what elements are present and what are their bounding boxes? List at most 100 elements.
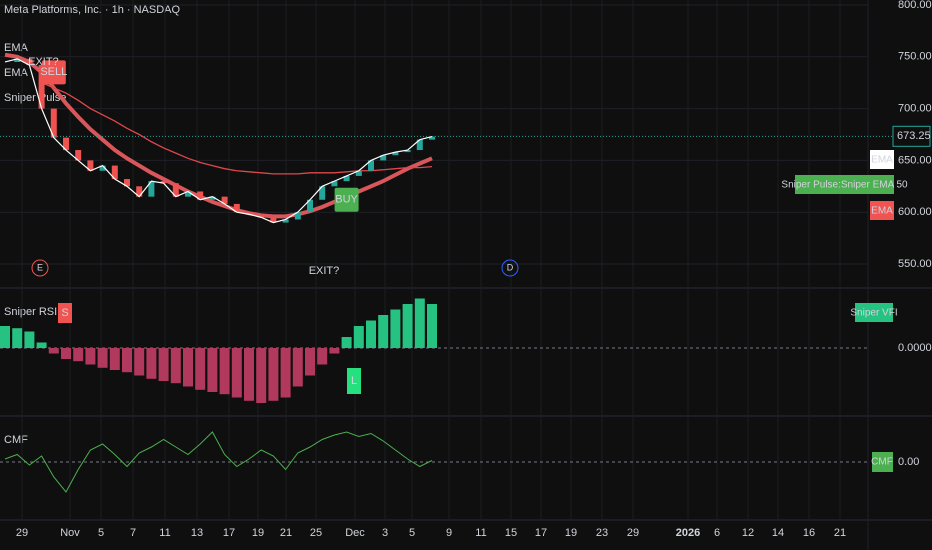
candle	[99, 165, 106, 171]
exit-label: EXIT?	[28, 56, 59, 68]
signal-badge	[334, 187, 359, 212]
candle	[172, 183, 179, 197]
indicator-label: Sniper Pulse	[4, 92, 66, 104]
histogram-bar	[48, 348, 59, 354]
x-tick-label: 21	[280, 527, 292, 539]
legend-tag	[872, 452, 893, 472]
x-tick-label: 2026	[676, 527, 700, 539]
histogram-bar	[61, 348, 71, 359]
candle	[282, 219, 289, 223]
x-tick-label: 15	[505, 527, 517, 539]
candle	[160, 181, 167, 184]
legend-tag-text: CMF	[871, 457, 893, 468]
legend-tag-text: EMA	[871, 206, 893, 217]
candle	[50, 108, 57, 138]
x-tick-label: 19	[252, 527, 264, 539]
histogram-bar	[317, 348, 328, 365]
legend-tag-text: EMA	[871, 155, 893, 166]
candle	[185, 191, 191, 197]
x-tick-label: 9	[446, 527, 452, 539]
signal-text: BUY	[335, 194, 358, 206]
histogram-bar	[231, 348, 242, 398]
zero-label: 0.0000	[898, 342, 932, 354]
signal-badge	[41, 60, 66, 85]
histogram-bar	[36, 342, 47, 348]
signal-text: SELL	[40, 66, 67, 78]
price-tag	[892, 125, 931, 147]
indicator-label: EMA	[4, 67, 29, 79]
event-marker	[31, 259, 49, 277]
x-tick-label: 13	[191, 527, 203, 539]
histogram-bar	[122, 348, 132, 373]
histogram-bar	[195, 348, 206, 390]
indicator-label: CMF	[4, 434, 28, 446]
candle	[148, 181, 155, 197]
cmf-line	[4, 431, 433, 493]
candle	[197, 191, 204, 200]
histogram-bar	[329, 348, 340, 354]
signal-text: S	[61, 307, 68, 319]
histogram-bar	[109, 348, 120, 370]
y-tick-label: 650.00	[898, 154, 932, 166]
indicator-label: EMA	[4, 42, 29, 54]
candle	[392, 152, 399, 156]
candle	[209, 196, 216, 200]
y-tick-label: 600.00	[898, 206, 932, 218]
histogram-bar	[73, 348, 84, 362]
candle	[246, 212, 252, 215]
histogram-bar	[366, 320, 376, 348]
event-marker	[501, 259, 519, 277]
candle	[355, 170, 362, 176]
histogram-bar	[353, 326, 364, 348]
histogram-bar	[0, 326, 10, 348]
x-tick-label: 23	[596, 527, 608, 539]
ema-slow-line	[41, 82, 433, 175]
x-tick-label: 29	[627, 527, 639, 539]
x-tick-label: 25	[310, 527, 322, 539]
ema-pulse-line	[4, 52, 433, 219]
candle	[258, 214, 265, 218]
candle	[343, 175, 350, 182]
histogram-bar	[305, 348, 315, 376]
event-marker-text: D	[507, 262, 514, 272]
indicator-label: Sniper RSI H	[4, 306, 68, 318]
candle	[416, 139, 423, 151]
x-tick-label: 29	[16, 527, 28, 539]
x-tick-label: 3	[382, 527, 388, 539]
histogram-bar	[134, 348, 145, 376]
x-tick-label: Dec	[345, 527, 365, 539]
candle	[38, 65, 45, 109]
x-tick-label: 5	[98, 527, 104, 539]
x-tick-label: 14	[772, 527, 784, 539]
signal-text: L	[351, 375, 357, 387]
x-tick-label: 11	[159, 527, 170, 539]
x-tick-label: Nov	[60, 527, 80, 539]
histogram-bar	[256, 348, 267, 403]
candle	[331, 181, 338, 187]
histogram-bar	[12, 328, 23, 348]
candle	[319, 186, 326, 200]
candle	[14, 58, 21, 62]
candle	[75, 150, 82, 161]
histogram-bar	[219, 348, 230, 395]
candle	[63, 137, 69, 151]
signal-badge	[347, 368, 361, 394]
candle	[233, 203, 240, 213]
x-tick-label: 11	[475, 527, 486, 539]
exit-label: EXIT?	[309, 265, 340, 277]
candle	[124, 179, 130, 187]
legend-tag-text: Sniper VFI	[850, 308, 897, 319]
price-tag-text: 673.25	[897, 130, 931, 142]
x-tick-label: 19	[565, 527, 577, 539]
histogram-bar	[402, 304, 413, 348]
x-tick-label: 5	[409, 527, 415, 539]
histogram-bar	[85, 348, 96, 365]
candle	[294, 212, 301, 220]
candle	[429, 136, 435, 140]
x-tick-label: 6	[714, 527, 720, 539]
candle	[111, 165, 118, 180]
candle	[307, 199, 313, 213]
candle	[221, 196, 228, 204]
